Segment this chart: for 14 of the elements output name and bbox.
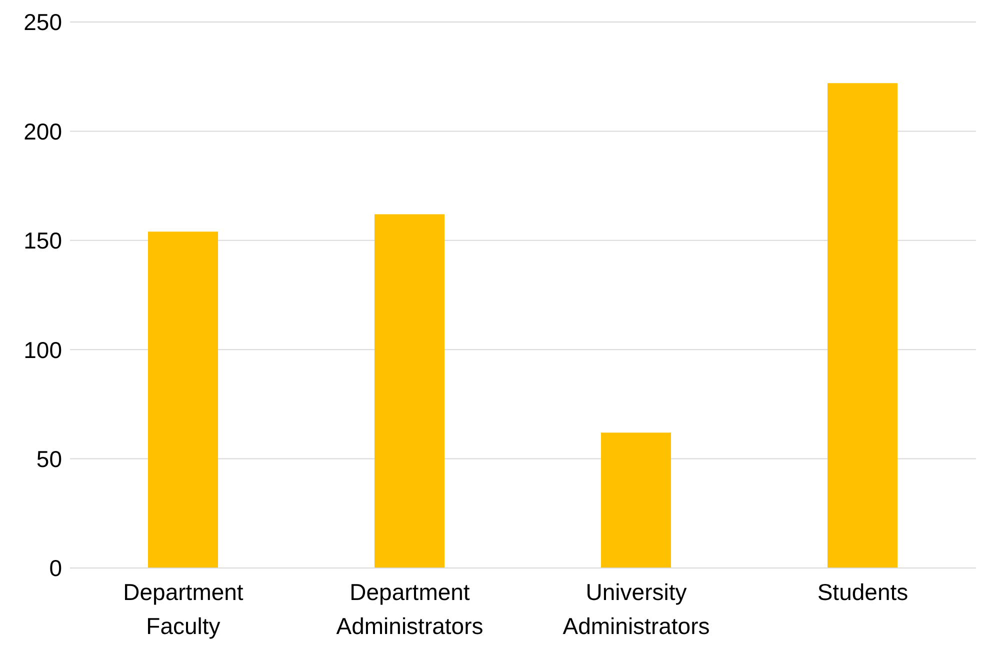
bar — [601, 432, 671, 568]
x-tick-label: Students — [817, 579, 908, 605]
bar — [828, 83, 898, 568]
bar — [148, 232, 218, 568]
y-tick-label: 150 — [24, 228, 62, 254]
bar — [374, 214, 444, 568]
x-tick-label: University Administrators — [562, 579, 710, 639]
x-tick-label: Department Administrators — [336, 579, 484, 639]
y-tick-label: 100 — [24, 336, 62, 363]
y-tick-label: 0 — [49, 555, 62, 582]
y-tick-label: 250 — [24, 9, 62, 36]
x-tick-label: Department Faculty — [123, 579, 244, 639]
y-tick-label: 200 — [24, 118, 62, 144]
y-tick-label: 50 — [36, 446, 62, 472]
